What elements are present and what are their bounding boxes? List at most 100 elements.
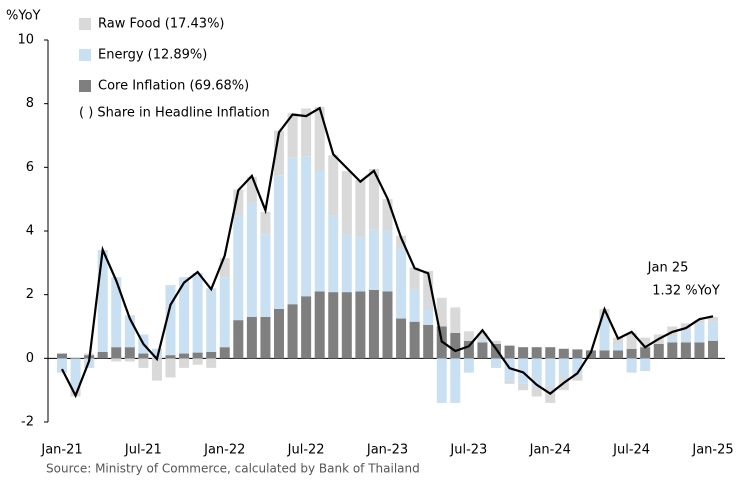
bar — [274, 175, 284, 309]
bar — [111, 358, 122, 362]
x-tick-label: Jan-23 — [366, 443, 408, 458]
bar — [301, 296, 312, 359]
bar — [355, 237, 366, 292]
bar — [477, 339, 488, 343]
bar — [708, 340, 718, 359]
bar — [192, 358, 203, 365]
bar — [409, 321, 420, 359]
bar — [97, 351, 108, 359]
bar — [70, 358, 81, 391]
bar — [572, 374, 583, 381]
bar — [572, 358, 583, 375]
bar — [572, 349, 583, 359]
bar — [396, 318, 407, 359]
bar — [518, 347, 529, 359]
annotation: Jan 25 — [647, 261, 689, 276]
bar — [314, 291, 325, 359]
bar — [179, 277, 190, 354]
bar — [314, 106, 325, 171]
bar — [260, 234, 271, 317]
x-tick-label: Jan-22 — [203, 443, 245, 458]
bar — [518, 358, 529, 384]
bar — [396, 235, 407, 249]
bar — [504, 345, 515, 359]
bar — [328, 215, 339, 293]
bar — [504, 380, 515, 384]
y-tick-label: -2 — [21, 415, 34, 430]
bar — [341, 171, 352, 235]
x-tick-label: Jan-24 — [529, 443, 571, 458]
bar — [111, 277, 122, 348]
bar — [477, 342, 488, 359]
bar — [409, 289, 420, 322]
bar — [260, 211, 271, 235]
bar — [518, 383, 529, 391]
bar — [463, 358, 474, 373]
bar — [708, 316, 718, 322]
bar — [423, 270, 434, 309]
bar — [219, 258, 230, 278]
bar — [531, 358, 542, 387]
legend-swatch — [79, 18, 91, 30]
bar — [206, 351, 217, 359]
bar — [626, 358, 637, 373]
bar — [504, 358, 515, 381]
bar — [558, 348, 569, 359]
bar — [233, 189, 244, 216]
bar — [599, 308, 610, 319]
bar — [613, 337, 624, 345]
bar — [423, 324, 434, 359]
bar — [450, 358, 461, 403]
legend-note: ( ) Share in Headline Inflation — [79, 106, 270, 121]
legend-swatch — [79, 80, 91, 92]
y-tick-label: 0 — [26, 351, 34, 366]
bar — [341, 234, 352, 293]
bar — [491, 344, 501, 359]
bar — [274, 308, 284, 359]
bar — [206, 288, 217, 352]
bar — [382, 199, 393, 231]
bar — [301, 156, 312, 297]
bar — [274, 130, 284, 176]
bar — [680, 323, 691, 330]
bar — [680, 342, 691, 359]
bar — [667, 342, 678, 359]
bar — [328, 155, 339, 216]
bar — [477, 332, 488, 340]
y-tick-label: 2 — [26, 287, 34, 302]
x-tick-label: Jul-24 — [612, 443, 650, 458]
bar — [165, 355, 176, 359]
bar — [463, 340, 474, 359]
bar — [355, 291, 366, 359]
bar — [246, 176, 257, 203]
bar — [260, 316, 271, 359]
bar — [450, 332, 461, 359]
source: Source: Ministry of Commerce, calculated… — [46, 462, 420, 476]
bar — [233, 215, 244, 321]
legend-label: Energy (12.89%) — [98, 48, 207, 63]
bar — [585, 350, 596, 359]
bar — [694, 342, 705, 359]
bar — [436, 358, 447, 403]
bar — [124, 347, 135, 359]
bar — [287, 304, 298, 359]
bar — [531, 347, 542, 359]
bar — [206, 358, 217, 368]
bar — [57, 358, 67, 373]
y-tick-label: 8 — [26, 96, 34, 111]
legend-label: Raw Food (17.43%) — [98, 17, 225, 32]
bar — [694, 320, 705, 324]
annotation: 1.32 %YoY — [652, 284, 720, 299]
bar — [124, 315, 135, 348]
bar — [613, 350, 624, 359]
bar — [179, 353, 190, 359]
x-tick-label: Jan-21 — [40, 443, 82, 458]
bar — [111, 347, 122, 359]
bar — [613, 344, 624, 351]
bar — [192, 352, 203, 359]
bar — [463, 331, 474, 341]
x-tick-label: Jan-25 — [691, 443, 733, 458]
bar — [545, 347, 556, 359]
bar — [138, 353, 149, 359]
